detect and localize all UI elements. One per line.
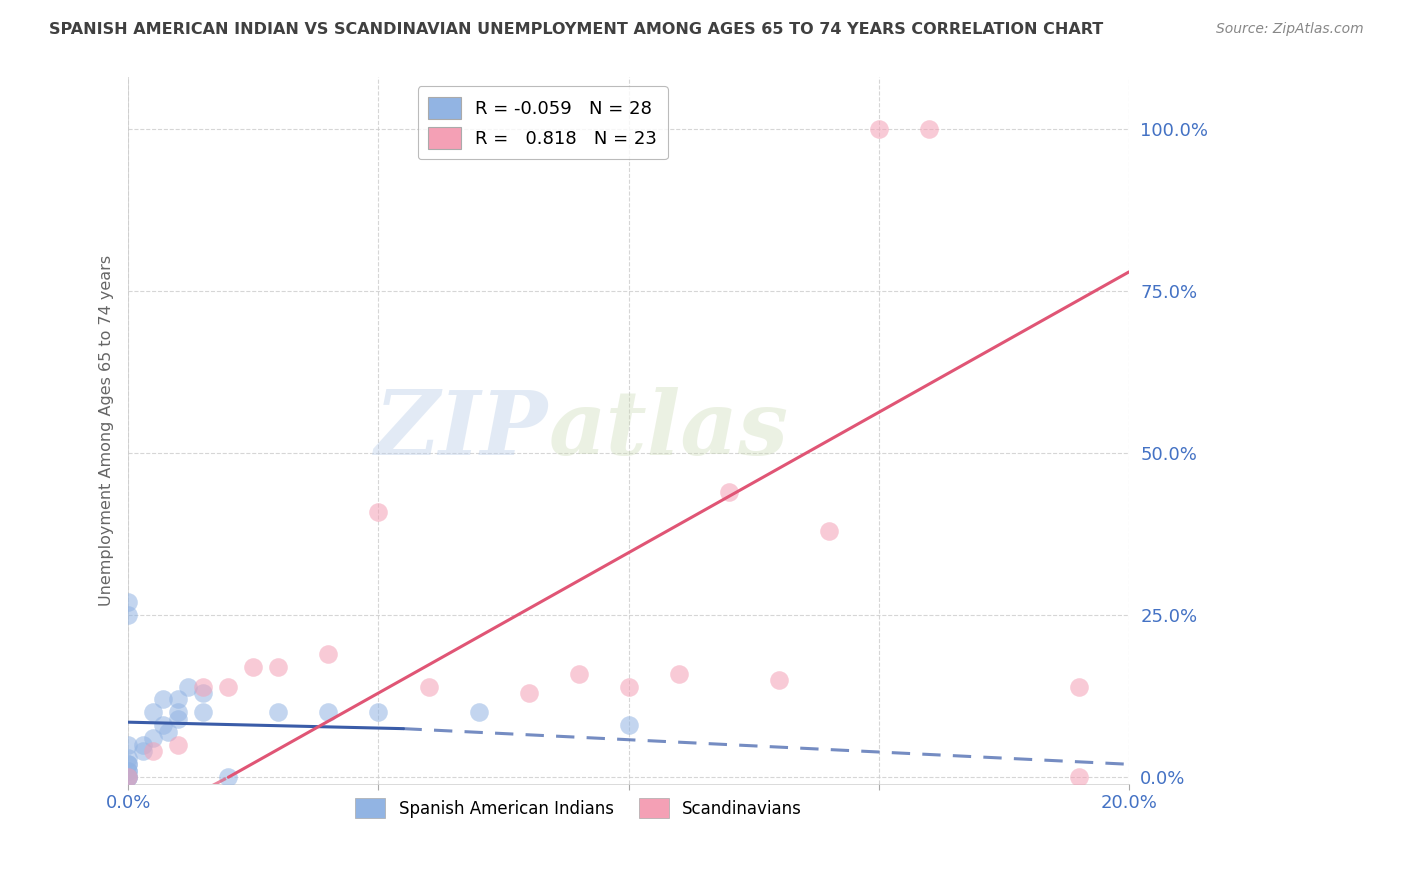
Point [1067,680,1090,694]
Point [167,738,190,752]
Point [117,608,139,623]
Point [193,706,215,720]
Point [193,686,215,700]
Point [617,680,640,694]
Point [117,770,139,784]
Point [117,770,139,784]
Point [117,757,139,772]
Point [217,680,239,694]
Point [117,770,139,784]
Point [167,692,190,706]
Point [242,660,264,674]
Point [117,751,139,765]
Text: Source: ZipAtlas.com: Source: ZipAtlas.com [1216,22,1364,37]
Text: ZIP: ZIP [375,387,548,474]
Point [517,686,540,700]
Point [157,725,180,739]
Point [467,706,489,720]
Point [617,718,640,732]
Point [868,122,890,136]
Point [142,744,165,758]
Point [668,666,690,681]
Point [267,660,290,674]
Point [367,505,389,519]
Point [568,666,591,681]
Point [152,692,174,706]
Point [117,757,139,772]
Point [818,524,841,538]
Point [318,647,340,661]
Point [367,706,389,720]
Text: atlas: atlas [548,387,789,474]
Legend: Spanish American Indians, Scandinavians: Spanish American Indians, Scandinavians [349,791,808,825]
Point [142,706,165,720]
Point [167,706,190,720]
Point [117,770,139,784]
Text: SPANISH AMERICAN INDIAN VS SCANDINAVIAN UNEMPLOYMENT AMONG AGES 65 TO 74 YEARS C: SPANISH AMERICAN INDIAN VS SCANDINAVIAN … [49,22,1104,37]
Point [193,680,215,694]
Point [117,764,139,778]
Point [418,680,440,694]
Point [768,673,790,687]
Point [918,122,941,136]
Point [217,770,239,784]
Point [717,485,740,500]
Point [267,706,290,720]
Point [152,718,174,732]
Point [142,731,165,746]
Y-axis label: Unemployment Among Ages 65 to 74 years: Unemployment Among Ages 65 to 74 years [100,255,114,607]
Point [132,738,155,752]
Point [117,738,139,752]
Point [1067,770,1090,784]
Point [132,744,155,758]
Point [117,764,139,778]
Point [167,712,190,726]
Point [177,680,200,694]
Point [318,706,340,720]
Point [117,595,139,609]
